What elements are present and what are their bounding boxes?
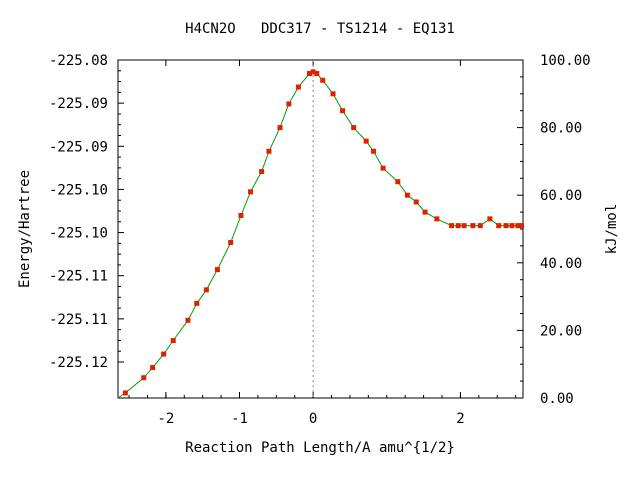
- y-tick-label-right: 60.00: [540, 188, 582, 204]
- data-point: [314, 71, 320, 77]
- y-tick-label-left: -225.11: [49, 312, 108, 328]
- data-point: [380, 165, 386, 171]
- data-point: [455, 223, 461, 229]
- data-point: [519, 223, 525, 229]
- data-point: [461, 223, 467, 229]
- data-point: [320, 77, 326, 83]
- data-point: [286, 101, 292, 107]
- data-point: [413, 199, 419, 205]
- data-point: [503, 223, 509, 229]
- data-point: [161, 351, 167, 357]
- data-point: [238, 212, 244, 218]
- data-point: [259, 169, 265, 175]
- data-point: [371, 148, 377, 154]
- y-tick-label-left: -225.09: [49, 96, 108, 112]
- y-tick-label-left: -225.10: [49, 182, 108, 198]
- y-tick-label-right: 80.00: [540, 121, 582, 137]
- x-tick-label: -2: [157, 411, 174, 427]
- x-axis-label: Reaction Path Length/A amu^{1/2}: [185, 440, 455, 456]
- y-tick-label-right: 100.00: [540, 53, 591, 69]
- y-tick-label-left: -225.08: [49, 53, 108, 69]
- y2-axis-label: kJ/mol: [604, 204, 620, 255]
- data-point: [214, 267, 220, 273]
- data-point: [141, 375, 147, 381]
- data-point: [487, 216, 493, 222]
- data-point: [515, 223, 521, 229]
- data-point: [470, 223, 476, 229]
- plot-frame: [117, 59, 524, 399]
- y-tick-label-left: -225.10: [49, 226, 108, 242]
- data-point: [330, 91, 336, 97]
- y-axis-right: 0.00 20.00 40.00 60.00 80.00 100.00: [517, 53, 591, 407]
- y-tick-label-right: 20.00: [540, 323, 582, 339]
- data-point: [306, 71, 312, 77]
- data-point: [150, 365, 156, 371]
- data-point: [194, 300, 200, 306]
- data-point: [295, 84, 301, 90]
- y-tick-label-left: -225.12: [49, 355, 108, 371]
- data-point: [509, 223, 515, 229]
- data-point: [277, 125, 283, 131]
- data-point: [170, 338, 176, 344]
- y-tick-label-left: -225.09: [49, 139, 108, 155]
- data-point: [422, 209, 428, 215]
- series-markers: [122, 69, 525, 396]
- x-tick-label: -1: [231, 411, 248, 427]
- data-point: [185, 317, 191, 323]
- y-axis-label: Energy/Hartree: [17, 170, 33, 288]
- series-line: [117, 71, 522, 399]
- data-point: [248, 189, 254, 195]
- data-point: [340, 108, 346, 114]
- y-tick-label-right: 0.00: [540, 391, 574, 407]
- y-tick-label-right: 40.00: [540, 256, 582, 272]
- data-point: [496, 223, 502, 229]
- data-point: [351, 125, 357, 131]
- data-point: [310, 69, 316, 75]
- data-point: [203, 287, 209, 293]
- data-point: [449, 223, 455, 229]
- x-axis: -2 -1 0 2: [128, 60, 517, 427]
- x-tick-label: 2: [456, 411, 464, 427]
- data-point: [122, 390, 128, 396]
- data-point: [395, 179, 401, 185]
- x-tick-label: 0: [309, 411, 317, 427]
- data-point: [477, 223, 483, 229]
- data-point: [434, 216, 440, 222]
- data-point: [363, 138, 369, 144]
- data-point: [228, 240, 234, 246]
- y-tick-label-left: -225.11: [49, 269, 108, 285]
- y-axis-left: -225.08 -225.09 -225.09 -225.10 -225.10 -225.…: [49, 53, 124, 371]
- data-point: [266, 148, 272, 154]
- data-point: [404, 192, 410, 198]
- chart-title: H4CN2O DDC317 - TS1214 - EQ131: [185, 21, 455, 37]
